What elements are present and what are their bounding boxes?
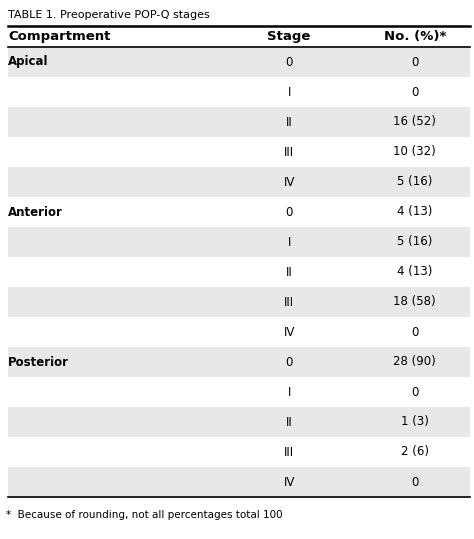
Bar [8,47,470,77]
Text: I: I [287,385,291,398]
Text: 4 (13): 4 (13) [397,205,432,218]
Text: Anterior: Anterior [8,205,63,218]
Text: No. (%)*: No. (%)* [383,30,446,43]
Text: 0: 0 [285,56,293,68]
Bar [8,407,470,437]
Text: I: I [287,86,291,99]
Text: 0: 0 [411,385,419,398]
Text: 0: 0 [411,86,419,99]
Text: Apical: Apical [8,56,48,68]
Text: 0: 0 [411,56,419,68]
Bar [8,107,470,137]
Text: IV: IV [283,176,295,189]
Text: TABLE 1. Preoperative POP-Q stages: TABLE 1. Preoperative POP-Q stages [8,10,210,20]
Bar [8,347,470,377]
Text: Compartment: Compartment [8,30,110,43]
Text: II: II [286,115,292,128]
Text: III: III [284,446,294,459]
Text: III: III [284,295,294,308]
Text: II: II [286,266,292,279]
Bar [8,287,470,317]
Text: 0: 0 [285,205,293,218]
Text: 1 (3): 1 (3) [401,416,428,429]
Text: II: II [286,416,292,429]
Text: *  Because of rounding, not all percentages total 100: * Because of rounding, not all percentag… [6,510,283,520]
Text: IV: IV [283,475,295,488]
Text: 0: 0 [285,356,293,369]
Text: 5 (16): 5 (16) [397,236,432,248]
Text: 5 (16): 5 (16) [397,176,432,189]
Text: 4 (13): 4 (13) [397,266,432,279]
Text: Stage: Stage [267,30,311,43]
Text: I: I [287,236,291,248]
Bar [8,167,470,197]
Bar [8,227,470,257]
Bar [8,467,470,497]
Text: 2 (6): 2 (6) [401,446,429,459]
Text: 0: 0 [411,475,419,488]
Text: Posterior: Posterior [8,356,69,369]
Text: 16 (52): 16 (52) [393,115,436,128]
Text: 18 (58): 18 (58) [393,295,436,308]
Text: 0: 0 [411,326,419,338]
Text: IV: IV [283,326,295,338]
Text: III: III [284,146,294,158]
Text: 10 (32): 10 (32) [393,146,436,158]
Text: 28 (90): 28 (90) [393,356,436,369]
